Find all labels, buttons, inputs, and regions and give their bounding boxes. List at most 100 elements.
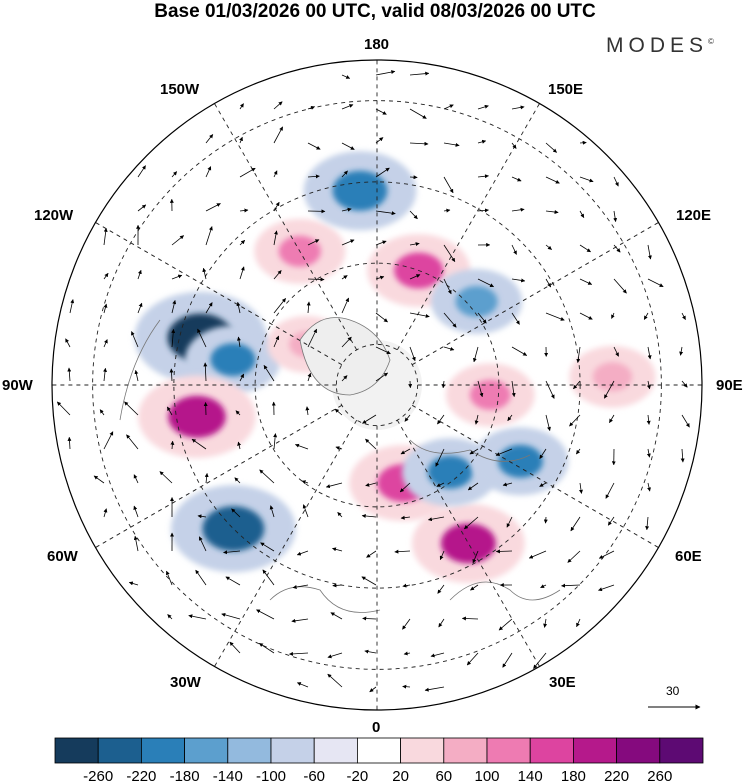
wind-arrow <box>137 302 143 314</box>
wind-arrow <box>203 362 208 382</box>
wind-arrow <box>404 414 411 422</box>
wind-arrow <box>613 278 627 294</box>
wind-arrow <box>307 142 321 150</box>
wind-arrow <box>443 176 454 194</box>
wind-arrow <box>545 176 560 184</box>
wind-arrow <box>167 614 173 620</box>
wind-arrow <box>400 448 411 455</box>
wind-arrow <box>169 368 174 382</box>
wind-arrow <box>205 302 213 314</box>
wind-arrow <box>402 583 411 588</box>
wind-arrow <box>334 408 343 416</box>
wind-arrow <box>579 482 583 494</box>
wind-arrow <box>307 239 320 246</box>
wind-arrow <box>467 482 479 491</box>
negative-anomaly <box>210 343 256 377</box>
wind-arrow <box>613 176 619 187</box>
wind-arrow <box>191 438 207 450</box>
wind-arrow <box>576 346 581 363</box>
wind-arrow <box>681 380 688 388</box>
wind-arrow <box>307 328 318 348</box>
wind-arrow <box>470 584 479 591</box>
wind-arrow <box>402 684 411 689</box>
wind-arrow <box>477 208 489 213</box>
wind-arrow <box>545 210 559 214</box>
wind-arrow <box>646 448 651 458</box>
wind-arrow <box>307 277 325 282</box>
lon-label-60w: 60W <box>47 548 78 565</box>
wind-arrow <box>545 414 551 432</box>
wind-arrow <box>67 436 72 450</box>
wind-arrow <box>561 583 581 588</box>
wind-arrow <box>461 616 479 621</box>
wind-arrow <box>643 312 649 320</box>
map-boundary <box>51 59 703 711</box>
negative-anomaly <box>497 444 543 478</box>
modes-logo: MODES© <box>606 34 714 58</box>
wind-arrow <box>443 142 460 147</box>
wind-arrow <box>437 414 445 425</box>
wind-arrow <box>437 584 445 594</box>
wind-arrow <box>171 328 176 348</box>
wind-arrow <box>202 267 207 280</box>
wind-vectors <box>56 70 690 693</box>
wind-arrow <box>540 584 547 589</box>
wind-arrow <box>239 103 244 110</box>
wind-arrow <box>296 682 309 688</box>
wind-arrow <box>472 550 479 564</box>
wind-arrow <box>511 380 516 398</box>
wind-arrow <box>337 512 343 518</box>
wind-arrow <box>539 448 547 460</box>
wind-arrow <box>647 346 652 360</box>
lon-label-120w: 120W <box>34 207 74 224</box>
wind-arrow <box>436 482 445 487</box>
wind-arrow <box>204 472 209 484</box>
wind-arrow <box>273 433 278 450</box>
wind-arrow <box>443 208 451 213</box>
wind-arrow <box>103 339 108 348</box>
wind-arrow <box>171 300 177 314</box>
wind-arrow <box>545 312 565 321</box>
wind-arrow <box>167 406 173 416</box>
wind-arrow <box>443 104 454 110</box>
wind-arrow <box>131 331 139 348</box>
wind-arrow <box>330 612 343 620</box>
wind-arrow <box>223 550 241 555</box>
wind-arrow <box>365 482 377 487</box>
wind-arrow <box>402 618 411 630</box>
wind-arrow <box>124 401 139 416</box>
wind-arrow <box>239 373 245 382</box>
wind-arrow <box>159 471 173 484</box>
lon-label-150e: 150E <box>548 81 584 98</box>
wind-arrow <box>511 105 525 110</box>
wind-arrow <box>137 269 142 280</box>
wind-arrow <box>545 380 555 399</box>
wind-arrow <box>477 174 489 179</box>
wind-arrow <box>375 240 387 246</box>
wind-arrow <box>474 414 479 425</box>
wind-arrow <box>579 176 594 183</box>
wind-arrow <box>341 104 354 110</box>
wind-arrow <box>579 244 591 253</box>
wind-arrow <box>375 167 390 178</box>
anomaly-field <box>134 151 656 583</box>
wind-arrow <box>171 171 178 178</box>
wind-arrow <box>528 550 547 559</box>
wind-arrow <box>221 612 241 620</box>
wind-arrow <box>502 652 513 668</box>
wind-arrow <box>430 652 445 658</box>
wind-arrow <box>239 266 245 280</box>
wind-arrow <box>236 336 241 348</box>
reference-vector-label: 30 <box>666 684 680 698</box>
lon-label-30w: 30W <box>170 674 201 691</box>
positive-anomaly <box>469 379 511 410</box>
wind-arrow <box>332 583 343 588</box>
wind-arrow <box>477 104 489 110</box>
positive-anomaly <box>441 523 496 564</box>
wind-arrow <box>576 618 581 628</box>
wind-arrow <box>103 272 109 280</box>
lon-label-120e: 120E <box>676 207 712 224</box>
coastlines <box>119 317 561 613</box>
wind-arrow <box>609 414 615 423</box>
